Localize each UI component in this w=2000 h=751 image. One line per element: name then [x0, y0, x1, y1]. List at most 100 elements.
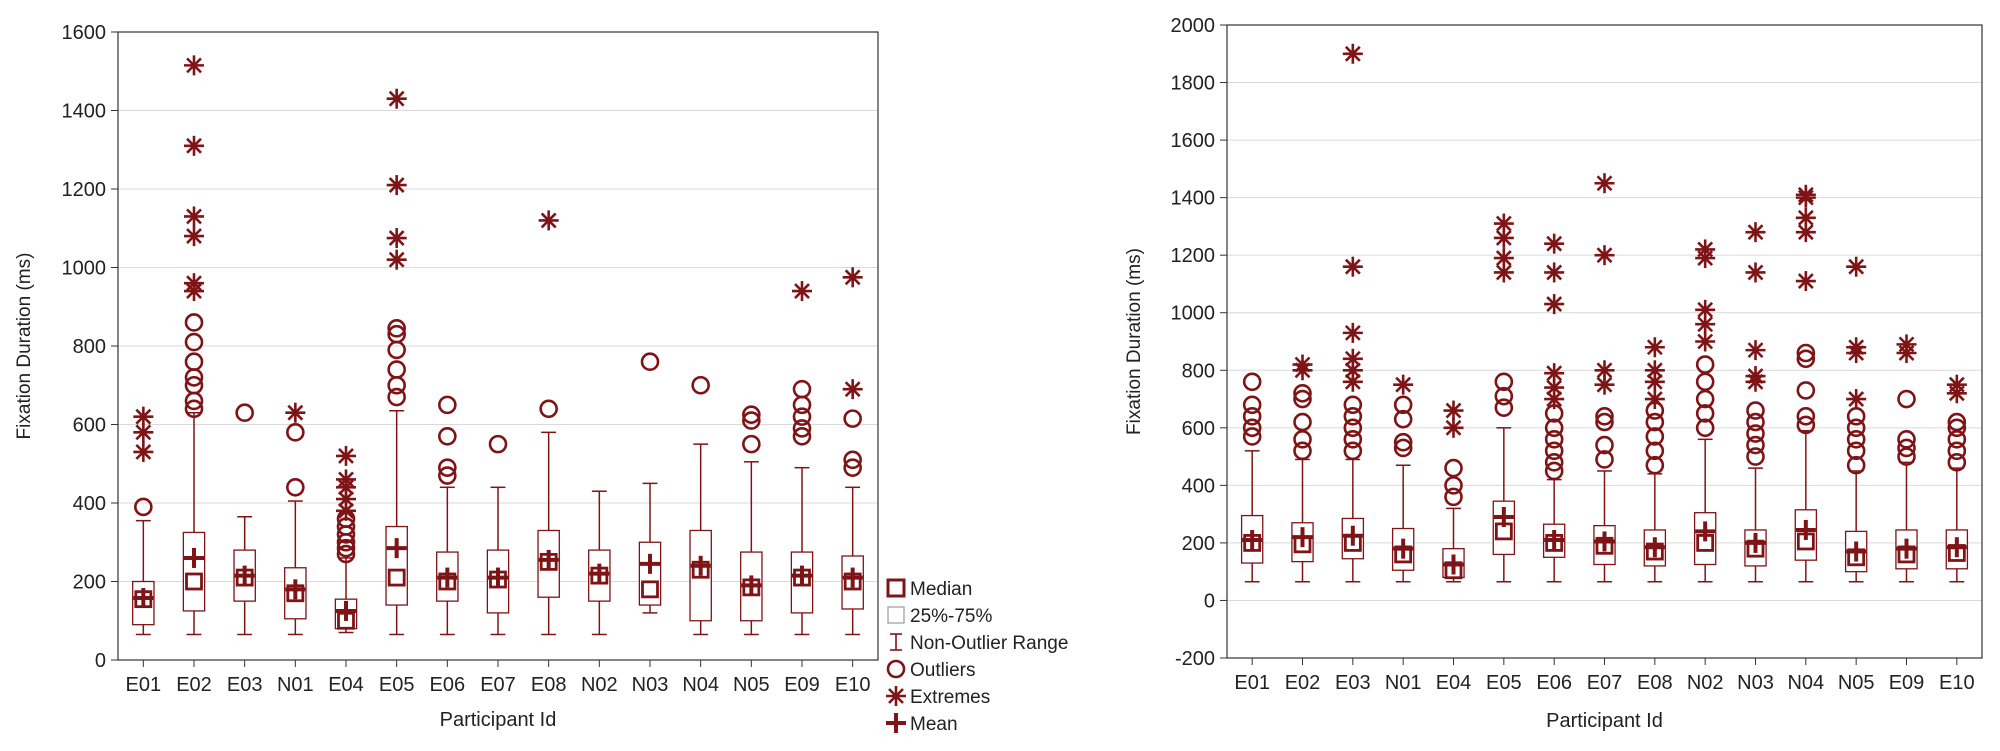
box-group-N01 [1391, 374, 1415, 583]
extreme-stroke [135, 424, 152, 441]
extreme-stroke [135, 408, 152, 425]
box-group-E02 [182, 55, 206, 636]
outlier-point [792, 395, 812, 415]
extreme-stroke [1697, 241, 1714, 258]
box-group-E09 [1895, 334, 1918, 583]
extreme-point [1846, 337, 1867, 358]
x-tick-label: E08 [531, 674, 567, 696]
outlier-point [1544, 430, 1564, 449]
iqr-box [1492, 500, 1516, 556]
x-tick-label: N01 [277, 674, 314, 696]
outlier-point [438, 466, 457, 485]
box-group-N05 [1844, 256, 1868, 583]
extreme-point [386, 175, 407, 196]
legend-outlier-symbol [886, 659, 906, 679]
extreme-point [1846, 389, 1867, 410]
extreme-stroke [1797, 273, 1814, 289]
extreme-point [184, 226, 204, 247]
box-group-N03 [638, 352, 662, 614]
extreme-point [1695, 299, 1716, 320]
extreme-point [336, 445, 356, 466]
outlier-point [387, 360, 406, 379]
outlier-point [387, 324, 406, 344]
extreme-point [842, 379, 863, 400]
extreme-stroke [1344, 350, 1361, 367]
outlier-point [792, 379, 812, 399]
y-tick-label: -200 [1175, 648, 1215, 670]
y-tick-label: 800 [1182, 360, 1215, 382]
extreme-stroke [1697, 301, 1714, 318]
x-tick-label: E04 [1436, 672, 1472, 694]
outlier-point [438, 426, 457, 446]
outlier-point [1947, 412, 1967, 432]
extreme-point [1795, 271, 1816, 292]
extreme-stroke [338, 491, 354, 507]
extreme-stroke [1948, 376, 1965, 393]
box-group-E10 [841, 267, 864, 636]
outlier-point [438, 458, 457, 477]
outlier-point [1796, 343, 1816, 363]
extreme-stroke [1596, 376, 1613, 393]
outlier-point [1645, 441, 1665, 461]
extreme-point [1544, 294, 1565, 315]
x-tick-label: N02 [1687, 672, 1724, 694]
extreme-stroke [844, 381, 861, 398]
x-tick-label: E10 [835, 674, 871, 696]
extreme-point [386, 88, 407, 109]
outlier-point [1293, 383, 1312, 403]
legend-extreme-symbol [886, 686, 906, 706]
box-group-E09 [790, 281, 814, 636]
extreme-point [1745, 222, 1766, 243]
outlier-point [387, 340, 406, 360]
outlier-point [843, 450, 862, 470]
box-group-E01 [1240, 372, 1264, 583]
extreme-stroke [1797, 224, 1814, 241]
outlier-point [1494, 386, 1514, 406]
x-tick-label: E07 [480, 674, 516, 696]
outlier-point [1645, 412, 1665, 432]
extreme-stroke [1747, 224, 1764, 241]
iqr-box [182, 531, 206, 612]
outlier-point [1595, 412, 1614, 432]
extreme-stroke [388, 251, 405, 268]
extreme-stroke [1596, 247, 1613, 264]
extreme-point [1745, 262, 1766, 283]
extreme-stroke [1697, 333, 1714, 350]
extreme-stroke [1848, 391, 1865, 407]
box-group-N03 [1744, 222, 1767, 583]
extreme-stroke [1898, 336, 1915, 353]
extreme-point [1594, 173, 1615, 194]
legend-outliers-label: Outliers [910, 660, 975, 681]
legend-mean-label: Mean [910, 714, 958, 735]
extreme-stroke [186, 137, 202, 154]
extreme-stroke [540, 212, 557, 229]
outlier-point [1494, 398, 1514, 417]
extreme-stroke [1546, 365, 1563, 382]
outlier-point [1645, 455, 1665, 475]
legend-extremes-label: Extremes [910, 687, 990, 708]
outlier-point [1494, 372, 1514, 392]
y-tick-label: 1800 [1171, 73, 1216, 95]
outlier-point [488, 434, 508, 454]
outlier-point [742, 411, 761, 430]
outlier-point [1796, 349, 1816, 369]
extreme-point [336, 500, 356, 521]
x-tick-label: N05 [733, 674, 770, 696]
extreme-stroke [1546, 235, 1563, 252]
outlier-point [843, 409, 862, 428]
outlier-point [1343, 418, 1363, 438]
extreme-stroke [844, 269, 861, 286]
extreme-stroke [1697, 316, 1714, 333]
x-axis-title: Participant Id [440, 709, 557, 731]
extreme-stroke [1646, 339, 1663, 356]
extreme-stroke [1495, 215, 1512, 232]
extreme-stroke [1797, 186, 1814, 203]
extreme-point [1594, 245, 1615, 266]
outlier-point [1796, 407, 1816, 426]
outlier-point [742, 405, 761, 424]
extreme-stroke [1596, 175, 1613, 192]
extreme-stroke [1797, 209, 1814, 226]
x-tick-label: N03 [1737, 672, 1774, 694]
x-tick-label: E03 [227, 674, 263, 696]
